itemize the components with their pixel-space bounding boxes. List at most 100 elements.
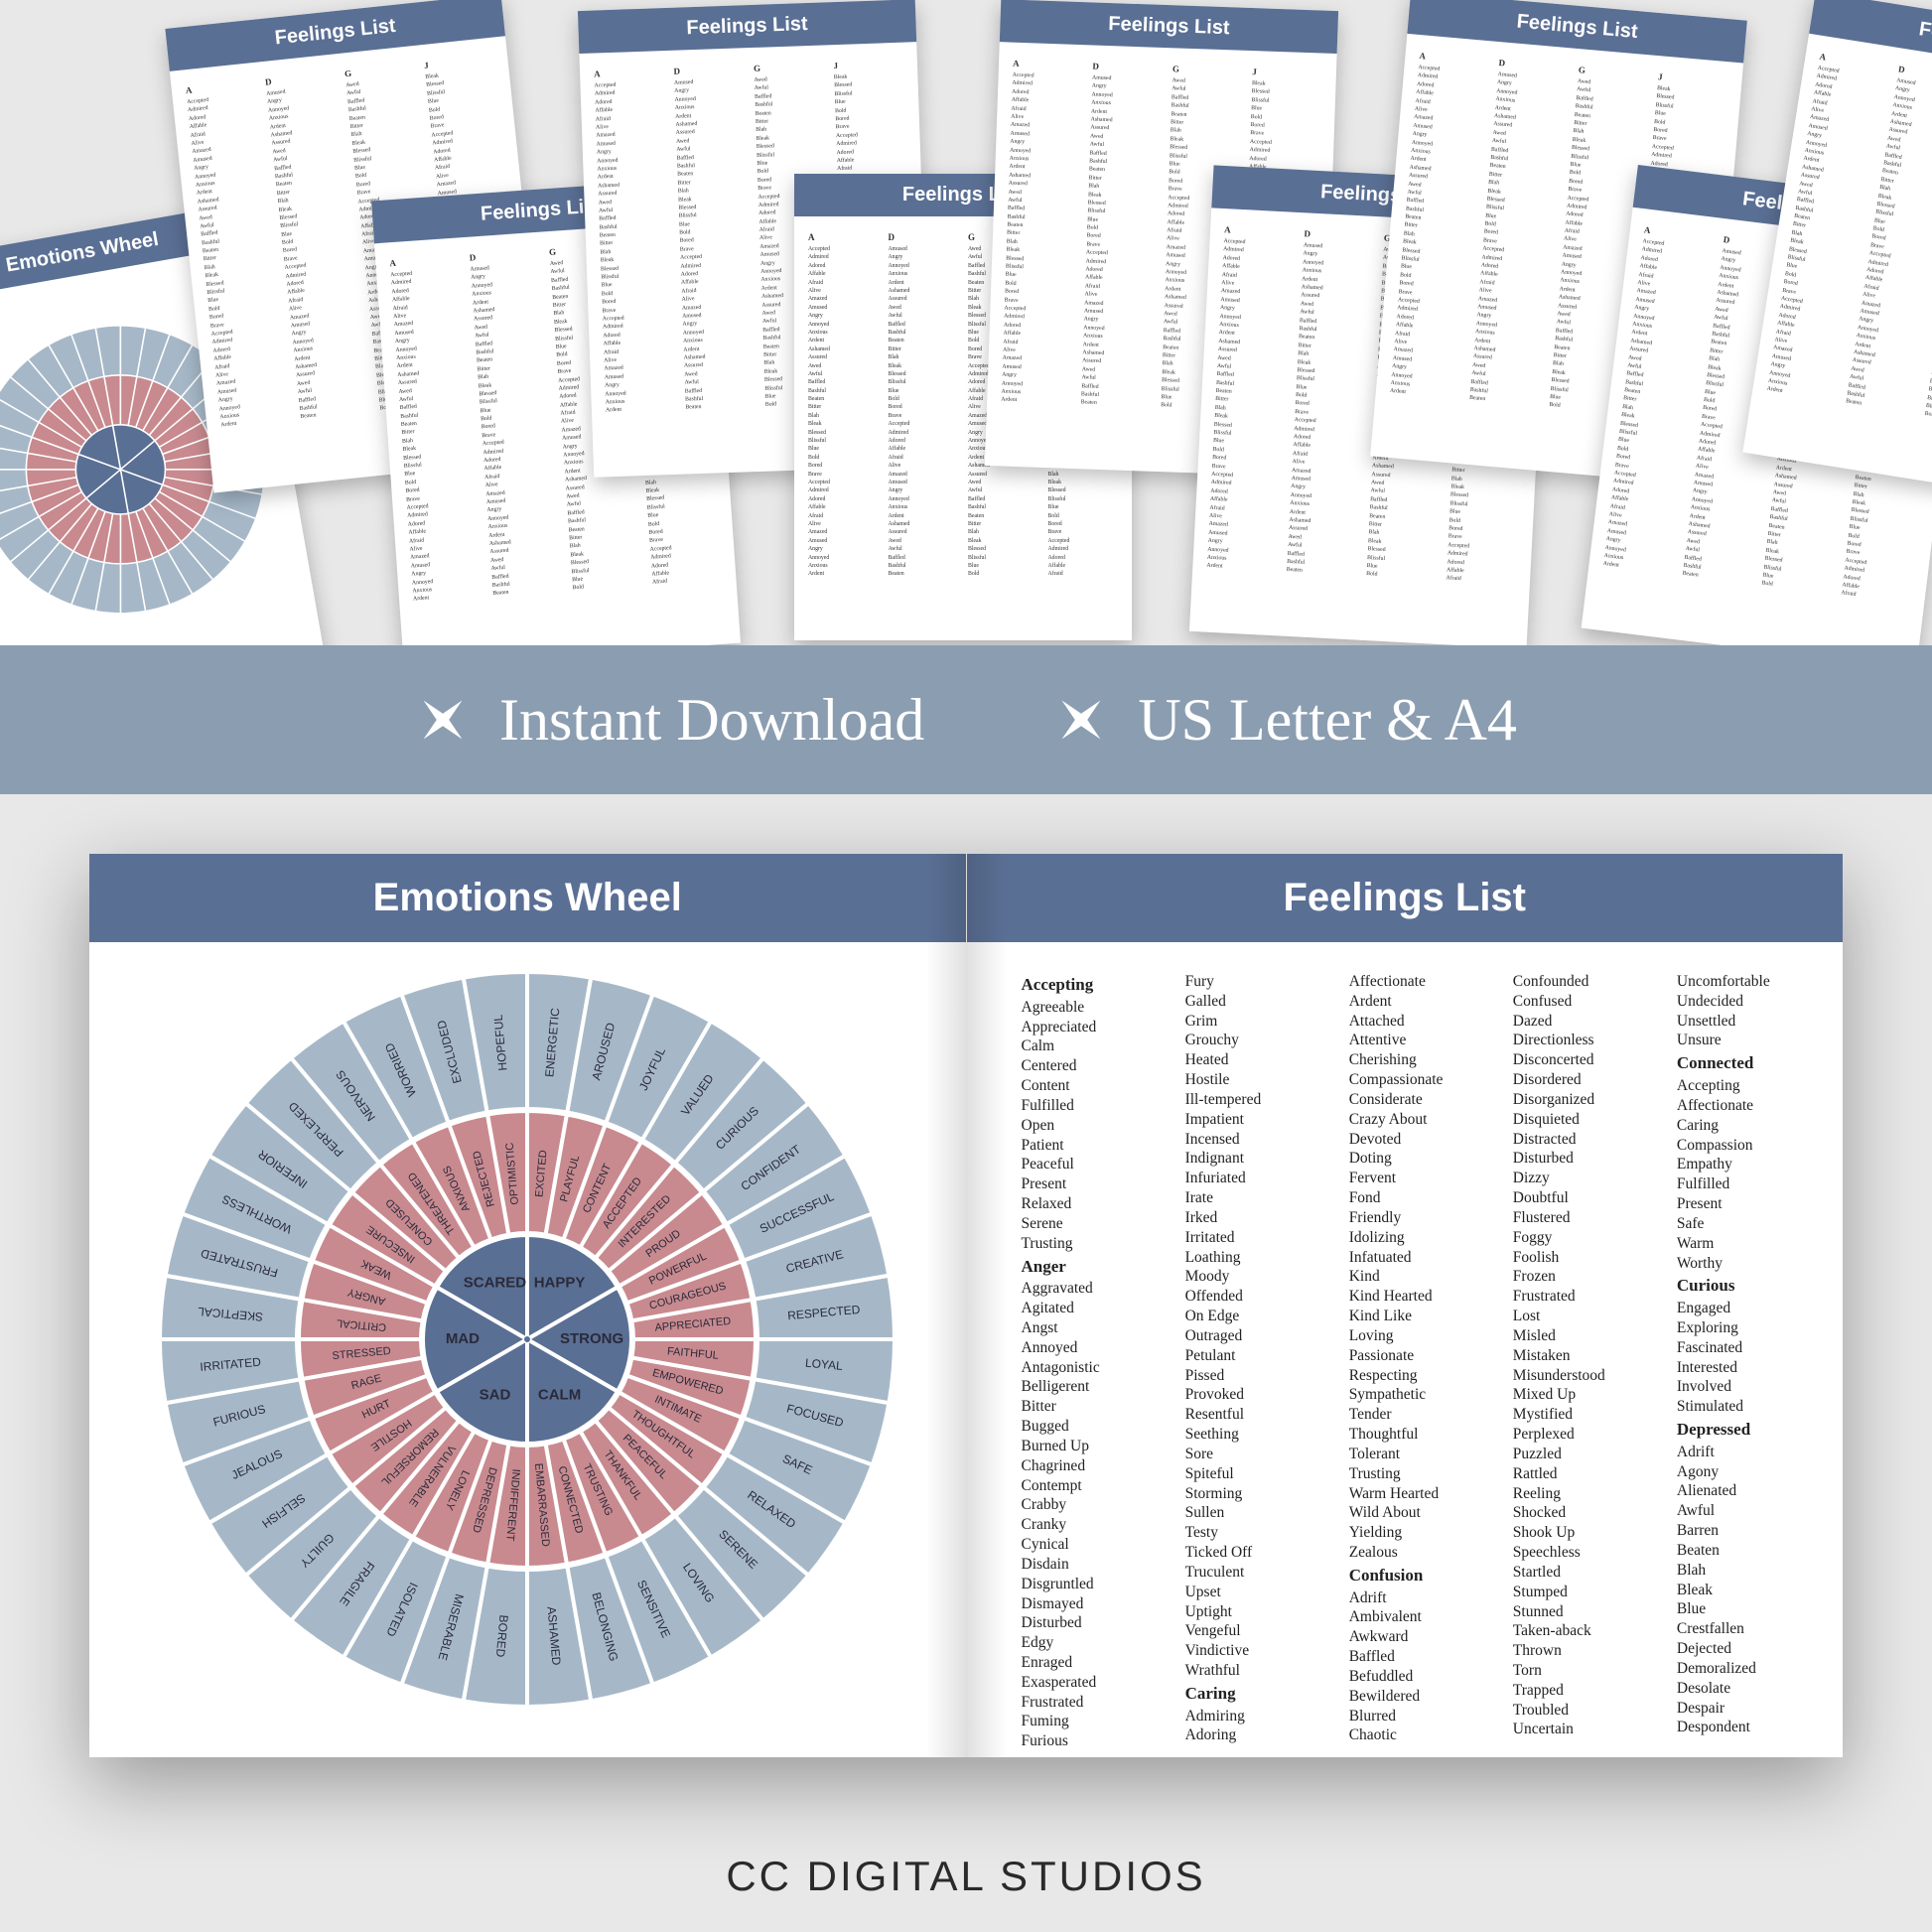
feelings-word: Burned Up bbox=[1022, 1437, 1158, 1456]
feelings-word: Disturbed bbox=[1513, 1149, 1649, 1169]
feelings-word: Tolerant bbox=[1349, 1445, 1485, 1464]
feelings-word: Desolate bbox=[1677, 1679, 1813, 1699]
feelings-word: Present bbox=[1677, 1194, 1813, 1214]
wheel-container: JEALOUSFURIOUSIRRITATEDSKEPTICALFRUSTRAT… bbox=[89, 942, 966, 1736]
feelings-word: Exploring bbox=[1677, 1318, 1813, 1338]
feelings-word: Misled bbox=[1513, 1326, 1649, 1346]
feelings-word: Despair bbox=[1677, 1699, 1813, 1719]
feelings-word: Furious bbox=[1022, 1731, 1158, 1751]
feelings-word: Resentful bbox=[1185, 1405, 1321, 1425]
feelings-word: Pissed bbox=[1185, 1366, 1321, 1386]
feelings-word: Present bbox=[1022, 1174, 1158, 1194]
feelings-word: Testy bbox=[1185, 1523, 1321, 1543]
feelings-word: Torn bbox=[1513, 1661, 1649, 1681]
feelings-word: Irked bbox=[1185, 1208, 1321, 1228]
feelings-word: Contempt bbox=[1022, 1476, 1158, 1496]
feelings-word: Mixed Up bbox=[1513, 1385, 1649, 1405]
feelings-word: Undecided bbox=[1677, 992, 1813, 1012]
feelings-word: Agony bbox=[1677, 1462, 1813, 1482]
feelings-word: Kind Like bbox=[1349, 1307, 1485, 1326]
feelings-column: AcceptingAgreeableAppreciatedCalmCentere… bbox=[1022, 972, 1158, 1751]
feelings-heading: Confusion bbox=[1349, 1565, 1485, 1587]
feelings-word: Spiteful bbox=[1185, 1464, 1321, 1484]
feelings-word: Uncomfortable bbox=[1677, 972, 1813, 992]
feelings-word: Hostile bbox=[1185, 1070, 1321, 1090]
feelings-word: Foolish bbox=[1513, 1248, 1649, 1268]
feelings-word: Belligerent bbox=[1022, 1377, 1158, 1397]
feelings-word: Loving bbox=[1349, 1326, 1485, 1346]
feelings-word: Engaged bbox=[1677, 1299, 1813, 1318]
feelings-word: Perplexed bbox=[1513, 1425, 1649, 1445]
feelings-word: Compassion bbox=[1677, 1136, 1813, 1156]
book-spread: Emotions Wheel JEALOUSFURIOUSIRRITATEDSK… bbox=[89, 854, 1843, 1757]
feelings-word: Baffled bbox=[1349, 1647, 1485, 1667]
feelings-word: Indignant bbox=[1185, 1149, 1321, 1169]
feelings-word: Fulfilled bbox=[1677, 1174, 1813, 1194]
feelings-word: Despondent bbox=[1677, 1718, 1813, 1737]
feelings-word: Blah bbox=[1677, 1561, 1813, 1581]
feelings-word: Startled bbox=[1513, 1563, 1649, 1583]
feelings-word: Serene bbox=[1022, 1214, 1158, 1234]
feelings-word: Agitated bbox=[1022, 1299, 1158, 1318]
feelings-word: Alienated bbox=[1677, 1481, 1813, 1501]
feelings-word: Storming bbox=[1185, 1484, 1321, 1504]
feelings-heading: Depressed bbox=[1677, 1419, 1813, 1441]
feelings-word: Fervent bbox=[1349, 1169, 1485, 1188]
feelings-word: Taken-aback bbox=[1513, 1621, 1649, 1641]
feelings-word: Accepting bbox=[1677, 1076, 1813, 1096]
feelings-word: Ambivalent bbox=[1349, 1607, 1485, 1627]
sparkle-icon bbox=[415, 693, 470, 748]
feelings-word: Infatuated bbox=[1349, 1248, 1485, 1268]
feelings-heading: Anger bbox=[1022, 1256, 1158, 1278]
feelings-word: Flustered bbox=[1513, 1208, 1649, 1228]
feelings-word: Confused bbox=[1513, 992, 1649, 1012]
feelings-word: Bewildered bbox=[1349, 1687, 1485, 1707]
feelings-word: Fury bbox=[1185, 972, 1321, 992]
brand-footer: CC DIGITAL STUDIOS bbox=[0, 1853, 1932, 1900]
feelings-word: Offended bbox=[1185, 1287, 1321, 1307]
feelings-word: Infuriated bbox=[1185, 1169, 1321, 1188]
feelings-word: Petulant bbox=[1185, 1346, 1321, 1366]
feelings-word: Shook Up bbox=[1513, 1523, 1649, 1543]
feelings-word: Directionless bbox=[1513, 1031, 1649, 1050]
feelings-word: Vindictive bbox=[1185, 1641, 1321, 1661]
feelings-word: Friendly bbox=[1349, 1208, 1485, 1228]
feelings-word: Fulfilled bbox=[1022, 1096, 1158, 1116]
feelings-word: Wild About bbox=[1349, 1503, 1485, 1523]
feelings-word: Puzzled bbox=[1513, 1445, 1649, 1464]
feelings-word: Compassionate bbox=[1349, 1070, 1485, 1090]
feelings-word: Disordered bbox=[1513, 1070, 1649, 1090]
feelings-word: Frozen bbox=[1513, 1267, 1649, 1287]
feelings-word: Sympathetic bbox=[1349, 1385, 1485, 1405]
feelings-word: Frustrated bbox=[1513, 1287, 1649, 1307]
feelings-word: Ardent bbox=[1349, 992, 1485, 1012]
feelings-word: Angst bbox=[1022, 1318, 1158, 1338]
feelings-word: Antagonistic bbox=[1022, 1358, 1158, 1378]
thumbnails-fan: Emotions WheelFeelings ListAAcceptedAdmi… bbox=[0, 0, 1932, 645]
feelings-word: Attached bbox=[1349, 1012, 1485, 1032]
feelings-word: Cherishing bbox=[1349, 1050, 1485, 1070]
feelings-word: Calm bbox=[1022, 1036, 1158, 1056]
feelings-word: Agreeable bbox=[1022, 998, 1158, 1018]
feelings-word: Idolizing bbox=[1349, 1228, 1485, 1248]
feelings-heading: Caring bbox=[1185, 1683, 1321, 1705]
feelings-word: Disquieted bbox=[1513, 1110, 1649, 1130]
feelings-word: Crestfallen bbox=[1677, 1619, 1813, 1639]
feelings-word: Rattled bbox=[1513, 1464, 1649, 1484]
feelings-word: Cranky bbox=[1022, 1515, 1158, 1535]
feelings-word: Uptight bbox=[1185, 1602, 1321, 1622]
promo-banner: Instant Download US Letter & A4 bbox=[0, 645, 1932, 794]
banner-right: US Letter & A4 bbox=[1053, 686, 1517, 755]
page-feelings-list: Feelings List AcceptingAgreeableApprecia… bbox=[967, 854, 1844, 1757]
feelings-word: Affectionate bbox=[1349, 972, 1485, 992]
feelings-heading: Curious bbox=[1677, 1275, 1813, 1297]
feelings-word: Beaten bbox=[1677, 1541, 1813, 1561]
feelings-word: Fascinated bbox=[1677, 1338, 1813, 1358]
feelings-word: Aggravated bbox=[1022, 1279, 1158, 1299]
feelings-column: UncomfortableUndecidedUnsettledUnsureCon… bbox=[1677, 972, 1813, 1751]
svg-text:STRONG: STRONG bbox=[560, 1330, 623, 1347]
svg-text:SAD: SAD bbox=[480, 1386, 511, 1403]
feelings-heading: Accepting bbox=[1022, 974, 1158, 996]
feelings-word: Disconcerted bbox=[1513, 1050, 1649, 1070]
feelings-word: Passionate bbox=[1349, 1346, 1485, 1366]
